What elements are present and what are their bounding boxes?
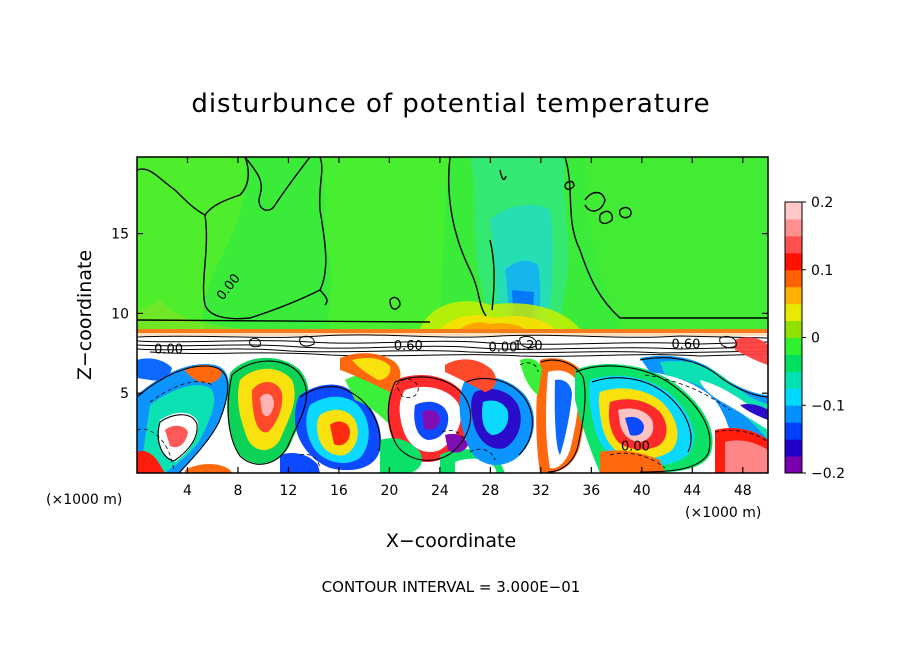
contour-label: 0.00 <box>489 341 518 356</box>
colorbar-segment <box>785 422 802 440</box>
x-tick-label: 44 <box>683 483 701 499</box>
y-axis: 5 10 15 <box>111 227 768 402</box>
plot-area: 0.000.00 0.60 0.001.20 0.600.00 <box>136 156 769 474</box>
colorbar-segment <box>785 371 802 389</box>
contour-label: 0.00 <box>621 440 650 455</box>
contour-label: 0.60 <box>671 338 700 353</box>
colorbar-segment <box>785 235 802 254</box>
x-tick-label: 12 <box>280 483 298 499</box>
colorbar-segment <box>785 337 802 355</box>
x-tick-label: 40 <box>633 483 651 499</box>
contour-interval-footer: CONTOUR INTERVAL = 3.000E−01 <box>322 578 581 596</box>
colorbar-tick-label: −0.1 <box>811 398 845 414</box>
colorbar-segment <box>785 405 802 423</box>
y-axis-label: Z−coordinate <box>74 250 96 380</box>
x-tick-label: 32 <box>532 483 550 499</box>
x-tick-label: 36 <box>582 483 600 499</box>
colorbar-segment <box>785 269 802 288</box>
colorbar-segment <box>785 303 802 322</box>
x-tick-label: 24 <box>431 483 449 499</box>
contour-label: 0.60 <box>394 339 423 354</box>
x-tick-label: 16 <box>330 483 348 499</box>
colorbar-tick-label: −0.2 <box>811 466 845 482</box>
colorbar: 0.2 0.1 0 −0.1 −0.2 <box>784 195 845 482</box>
x-tick-label: 20 <box>380 483 398 499</box>
colorbar-tick-label: 0.2 <box>811 195 833 211</box>
upper-layer-field <box>137 157 768 329</box>
y-axis-unit: (×1000 m) <box>46 492 122 508</box>
x-tick-label: 8 <box>233 483 242 499</box>
chart-title: disturbunce of potential temperature <box>191 89 710 119</box>
y-tick-label: 15 <box>111 227 129 243</box>
x-axis-unit: (×1000 m) <box>685 505 761 521</box>
colorbar-segment <box>785 456 802 474</box>
colorbar-segment <box>785 439 802 457</box>
colorbar-segment <box>785 320 802 338</box>
colorbar-segment <box>785 218 802 237</box>
x-axis-label: X−coordinate <box>386 530 516 552</box>
contour-label: 1.20 <box>514 339 543 354</box>
colorbar-tick-label: 0.1 <box>811 263 833 279</box>
colorbar-segment <box>785 252 802 271</box>
lower-layer-field <box>137 329 768 473</box>
colorbar-tick-label: 0 <box>811 331 820 347</box>
x-tick-label: 48 <box>734 483 752 499</box>
y-tick-label: 5 <box>120 386 129 402</box>
plot-frame <box>136 156 769 474</box>
contour-label: 0.00 <box>154 342 183 357</box>
colorbar-segment <box>785 202 802 220</box>
x-tick-label: 28 <box>481 483 499 499</box>
colorbar-segment <box>785 286 802 305</box>
colorbar-segment <box>785 388 802 406</box>
x-tick-label: 4 <box>183 483 192 499</box>
colorbar-segment <box>785 354 802 372</box>
x-axis: 4 8 12 16 20 24 28 32 36 40 44 48 <box>183 157 752 499</box>
y-tick-label: 10 <box>111 306 129 322</box>
